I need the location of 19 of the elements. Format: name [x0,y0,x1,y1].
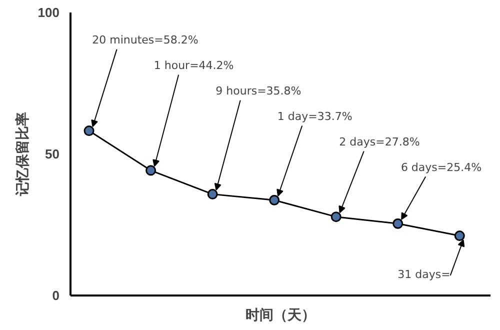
point [269,194,280,206]
annotation: 31 days= [398,268,450,282]
point [392,218,404,229]
annotation: 6 days=25.4% [400,160,482,174]
annotation: 20 minutes=58.2% [92,33,198,46]
point [146,165,156,176]
annotation: 1 day=33.7% [277,110,352,123]
y-tick-label: 0 [52,288,60,303]
y-axis-title: 记忆保留比率 [14,112,30,197]
point [330,212,342,222]
annotation: 1 hour=44.2% [154,58,234,72]
y-tick-label: 50 [45,146,60,162]
annotation: 9 hours=35.8% [216,84,302,98]
point [84,126,94,136]
x-axis-title: 时间（天） [246,306,316,322]
point [207,188,218,200]
annotation: 2 days=27.8% [339,135,420,148]
point [454,230,465,242]
y-tick-label: 100 [38,5,60,20]
